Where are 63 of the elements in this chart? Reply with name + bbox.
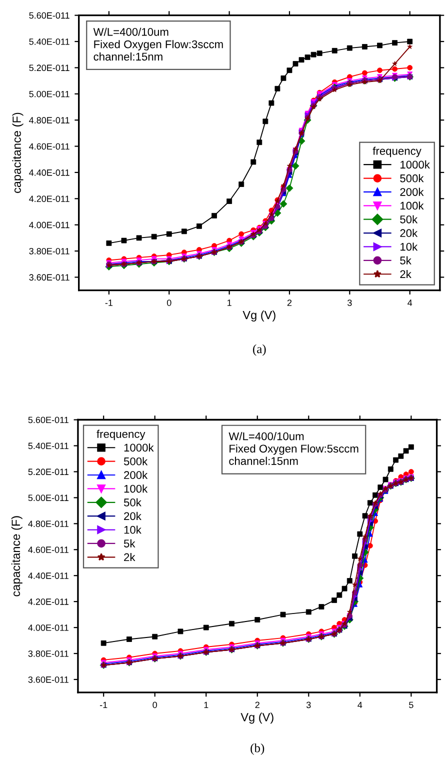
legend-label: 20k — [400, 228, 418, 238]
y-tick-label: 5.40E-011 — [28, 442, 68, 450]
x-tick-label: 4 — [358, 702, 362, 708]
y-tick-label: 4.80E-011 — [28, 520, 68, 528]
text: (a) — [253, 344, 266, 356]
y-tick-label: 4.60E-011 — [28, 546, 68, 553]
annotation: W/L=400/10um Fixed Oxygen Flow:5sccm channel:15nm — [228, 432, 358, 465]
x-tick-label: 1 — [204, 702, 208, 708]
y-tick-label: 5.00E-011 — [28, 494, 68, 502]
legend-label: 500k — [124, 457, 148, 466]
text: (b) — [250, 743, 264, 755]
legend-label: 5k — [400, 256, 412, 264]
legend-label: 50k — [400, 215, 418, 224]
x-tick-label: 5 — [409, 702, 414, 708]
x-tick-label: 4 — [408, 300, 412, 306]
x-tick-label: 3 — [348, 300, 352, 306]
x-tick-label: -1 — [100, 702, 108, 708]
legend-label: 10k — [124, 526, 142, 534]
legend-label: 200k — [124, 470, 148, 479]
x-axis-title: Vg (V) — [240, 712, 274, 724]
y-tick-label: 5.60E-011 — [28, 416, 68, 424]
legend-label: 1000k — [124, 443, 154, 452]
legend-label: 10k — [400, 242, 418, 251]
legend-label: 20k — [124, 512, 142, 520]
y-tick-label: 5.20E-011 — [28, 468, 68, 476]
x-tick-label: 2 — [255, 702, 260, 708]
legend-label: 100k — [400, 202, 424, 210]
y-tick-label: 5.40E-011 — [29, 38, 70, 45]
y-axis-title: capacitance (F) — [12, 112, 24, 193]
x-tick-label: -1 — [105, 300, 113, 306]
y-tick-label: 3.80E-011 — [29, 248, 70, 254]
y-tick-label: 4.20E-011 — [29, 196, 70, 202]
y-axis-title: capacitance (F) — [11, 516, 22, 596]
legend-title: frequency — [96, 430, 146, 440]
y-tick-label: 4.00E-011 — [29, 222, 70, 228]
x-tick-label: 2 — [287, 300, 292, 306]
legend-label: 2k — [124, 552, 136, 562]
y-tick-label: 3.80E-011 — [28, 650, 68, 657]
legend-label: 500k — [400, 174, 424, 182]
y-tick-label: 3.60E-011 — [29, 274, 70, 281]
x-tick-label: 0 — [166, 300, 172, 306]
y-tick-label: 4.40E-011 — [29, 169, 70, 176]
y-tick-label: 5.60E-011 — [29, 12, 70, 19]
legend-title: frequency — [372, 146, 422, 158]
legend-label: 5k — [124, 539, 136, 548]
y-tick-label: 4.20E-011 — [28, 598, 68, 605]
x-axis-title: Vg (V) — [242, 310, 276, 322]
y-tick-label: 4.00E-011 — [28, 624, 68, 631]
legend-label: 100k — [124, 484, 148, 493]
x-tick-label: 1 — [227, 300, 232, 306]
x-tick-label: 3 — [306, 702, 311, 708]
y-tick-label: 3.60E-011 — [28, 676, 68, 683]
y-tick-label: 5.20E-011 — [29, 64, 70, 72]
y-tick-label: 4.60E-011 — [29, 143, 70, 150]
legend-label: 2k — [400, 270, 412, 278]
y-tick-label: 4.80E-011 — [29, 117, 70, 124]
y-tick-label: 4.40E-011 — [28, 572, 68, 579]
y-tick-label: 5.00E-011 — [29, 90, 70, 98]
annotation: W/L=400/10um Fixed Oxygen Flow:3sccm channel:15nm — [93, 28, 223, 61]
legend-label: 50k — [124, 498, 142, 506]
legend-label: 200k — [400, 188, 424, 196]
x-tick-label: 0 — [152, 702, 158, 708]
legend-label: 1000k — [400, 160, 430, 169]
